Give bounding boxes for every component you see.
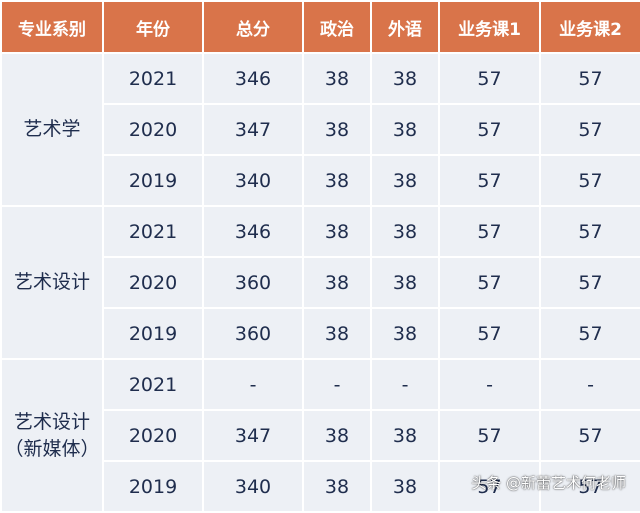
politics-cell: 38 xyxy=(303,206,371,257)
subject-1-cell: 57 xyxy=(439,410,540,461)
header-subject-1: 业务课1 xyxy=(439,1,540,53)
subject-2-cell: 57 xyxy=(540,257,640,308)
foreign-language-cell: - xyxy=(371,359,439,410)
total-cell: 347 xyxy=(203,104,303,155)
major-name-line: （新媒体） xyxy=(2,436,102,463)
major-name-cell: 艺术设计 xyxy=(1,206,103,359)
subject-1-cell: - xyxy=(439,359,540,410)
year-cell: 2021 xyxy=(103,206,203,257)
major-name-cell: 艺术设计 （新媒体） xyxy=(1,359,103,512)
table-header: 专业系别 年份 总分 政治 外语 业务课1 业务课2 xyxy=(1,1,640,53)
politics-cell: 38 xyxy=(303,53,371,104)
subject-2-cell: 57 xyxy=(540,104,640,155)
table-row: 艺术学 2021 346 38 38 57 57 xyxy=(1,53,640,104)
subject-2-cell: 57 xyxy=(540,410,640,461)
foreign-language-cell: 38 xyxy=(371,461,439,512)
header-subject-2: 业务课2 xyxy=(540,1,640,53)
politics-cell: 38 xyxy=(303,461,371,512)
subject-1-cell: 57 xyxy=(439,53,540,104)
major-name-line: 艺术学 xyxy=(2,116,102,143)
header-total: 总分 xyxy=(203,1,303,53)
foreign-language-cell: 38 xyxy=(371,53,439,104)
total-cell: 340 xyxy=(203,155,303,206)
subject-1-cell: 57 xyxy=(439,104,540,155)
subject-2-cell: 57 xyxy=(540,206,640,257)
total-cell: 346 xyxy=(203,206,303,257)
foreign-language-cell: 38 xyxy=(371,206,439,257)
total-cell: 346 xyxy=(203,53,303,104)
major-name-line: 艺术设计 xyxy=(2,269,102,296)
total-cell: - xyxy=(203,359,303,410)
politics-cell: 38 xyxy=(303,155,371,206)
header-politics: 政治 xyxy=(303,1,371,53)
foreign-language-cell: 38 xyxy=(371,257,439,308)
politics-cell: 38 xyxy=(303,104,371,155)
subject-1-cell: 57 xyxy=(439,308,540,359)
major-name-cell: 艺术学 xyxy=(1,53,103,206)
year-cell: 2020 xyxy=(103,257,203,308)
politics-cell: 38 xyxy=(303,410,371,461)
total-cell: 360 xyxy=(203,257,303,308)
table-body: 艺术学 2021 346 38 38 57 57 2020 347 38 38 … xyxy=(1,53,640,512)
watermark: 头条 @新蕾艺术何老师 xyxy=(471,472,626,493)
politics-cell: 38 xyxy=(303,308,371,359)
subject-2-cell: - xyxy=(540,359,640,410)
subject-2-cell: 57 xyxy=(540,308,640,359)
year-cell: 2020 xyxy=(103,410,203,461)
header-foreign-language: 外语 xyxy=(371,1,439,53)
politics-cell: - xyxy=(303,359,371,410)
header-row: 专业系别 年份 总分 政治 外语 业务课1 业务课2 xyxy=(1,1,640,53)
header-major: 专业系别 xyxy=(1,1,103,53)
subject-1-cell: 57 xyxy=(439,257,540,308)
header-year: 年份 xyxy=(103,1,203,53)
year-cell: 2019 xyxy=(103,461,203,512)
subject-1-cell: 57 xyxy=(439,155,540,206)
year-cell: 2019 xyxy=(103,155,203,206)
subject-2-cell: 57 xyxy=(540,53,640,104)
foreign-language-cell: 38 xyxy=(371,410,439,461)
year-cell: 2021 xyxy=(103,53,203,104)
foreign-language-cell: 38 xyxy=(371,308,439,359)
year-cell: 2019 xyxy=(103,308,203,359)
major-name-line: 艺术设计 xyxy=(2,409,102,436)
year-cell: 2021 xyxy=(103,359,203,410)
table-row: 艺术设计 （新媒体） 2021 - - - - - xyxy=(1,359,640,410)
foreign-language-cell: 38 xyxy=(371,155,439,206)
year-cell: 2020 xyxy=(103,104,203,155)
subject-1-cell: 57 xyxy=(439,206,540,257)
total-cell: 360 xyxy=(203,308,303,359)
total-cell: 347 xyxy=(203,410,303,461)
subject-2-cell: 57 xyxy=(540,155,640,206)
foreign-language-cell: 38 xyxy=(371,104,439,155)
politics-cell: 38 xyxy=(303,257,371,308)
total-cell: 340 xyxy=(203,461,303,512)
table-row: 艺术设计 2021 346 38 38 57 57 xyxy=(1,206,640,257)
